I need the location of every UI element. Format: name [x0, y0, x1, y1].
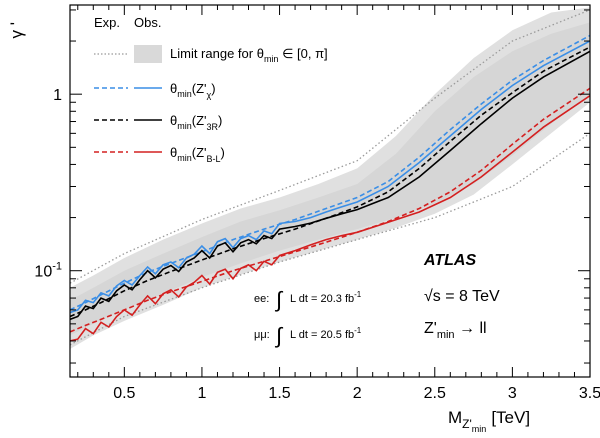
- legend-label-part: B-L: [207, 154, 221, 164]
- legend-label-part: (Z': [192, 81, 207, 96]
- legend-label-part: ): [211, 81, 215, 96]
- legend-label-part: (Z': [192, 145, 207, 160]
- legend: Exp. Obs. Limit range for θmin ∈ [0, π] …: [94, 15, 328, 164]
- legend-label-part: min: [177, 153, 192, 163]
- series-line-5: [70, 95, 590, 342]
- legend-label-part: χ: [207, 90, 212, 100]
- y-axis-ticks: 10-11: [34, 9, 590, 364]
- legend-label-2: θmin(Z'B-L): [170, 145, 225, 164]
- energy-label: √s = 8 TeV: [424, 288, 500, 305]
- legend-band-sub: min: [264, 54, 279, 64]
- legend-entries: θmin(Z'χ)θmin(Z'3R)θmin(Z'B-L): [94, 81, 225, 164]
- plot-frame: [69, 4, 591, 378]
- legend-label-part: ): [218, 113, 222, 128]
- legend-label-part: min: [177, 89, 192, 99]
- x-tick-label: 1.5: [268, 385, 290, 402]
- legend-label-part: θ: [170, 81, 177, 96]
- legend-label-part: ): [221, 145, 225, 160]
- lumi-ee-exp: -1: [354, 290, 362, 299]
- x-tick-label: 1: [197, 385, 206, 402]
- series-line-1: [70, 40, 590, 314]
- x-axis-label: MZ'min [TeV]: [448, 408, 530, 434]
- limit-range-low-line: [70, 132, 590, 346]
- x-axis-label-main: M: [448, 408, 462, 427]
- legend-band-prefix: Limit range for θ: [170, 46, 264, 61]
- integral-sign-ee: ∫: [274, 287, 284, 312]
- x-tick-label: 0.5: [113, 385, 135, 402]
- process-sub: min: [437, 329, 455, 341]
- series-line-2: [70, 46, 590, 318]
- y-tick-label-base: 1: [53, 87, 62, 104]
- atlas-label: ATLAS: [423, 252, 476, 269]
- legend-header-exp: Exp.: [94, 15, 120, 30]
- limit-curves: [70, 34, 590, 342]
- legend-label-0: θmin(Z'χ): [170, 81, 216, 100]
- legend-band-suffix: ∈ [0, π]: [278, 46, 327, 61]
- y-axis-label: γ ': [7, 22, 26, 38]
- lumi-mm-label: L dt = 20.5 fb-1: [290, 326, 362, 341]
- annotations: ATLAS √s = 8 TeV Z'min → ll ee: ∫ L dt =…: [254, 252, 500, 348]
- legend-header-obs: Obs.: [134, 15, 161, 30]
- x-axis-ticks: 0.5 1 1.5 2 2.5 3 3.5: [77, 5, 600, 402]
- lumi-mm-prefix: μμ:: [254, 329, 270, 341]
- lumi-ee-text: L dt = 20.3 fb: [290, 293, 354, 305]
- process-tail: → ll: [455, 320, 487, 337]
- legend-label-part: min: [177, 121, 192, 131]
- x-axis-label-subsub: min: [472, 424, 487, 434]
- x-axis-label-sub: Z': [462, 417, 472, 431]
- process-main: Z': [424, 320, 437, 337]
- x-tick-label: 3: [508, 385, 517, 402]
- lumi-mm-exp: -1: [354, 326, 362, 335]
- x-tick-label: 3.5: [579, 385, 600, 402]
- legend-limit-range-obs-box: [134, 45, 162, 63]
- legend-label-part: (Z': [192, 113, 207, 128]
- y-tick-label: 1: [53, 87, 62, 104]
- integral-sign-mm: ∫: [274, 323, 284, 348]
- x-tick-label: 2: [353, 385, 362, 402]
- expected-limit-band: [70, 22, 590, 336]
- process-label: Z'min → ll: [424, 320, 487, 341]
- y-tick-label-exp: -1: [52, 261, 62, 273]
- limit-range-bands: [70, 7, 590, 350]
- lumi-ee-label: L dt = 20.3 fb-1: [290, 290, 362, 305]
- legend-label-1: θmin(Z'3R): [170, 113, 222, 132]
- lumi-mm-text: L dt = 20.5 fb: [290, 329, 354, 341]
- limit-range-high-line: [70, 9, 590, 284]
- legend-label-part: θ: [170, 145, 177, 160]
- y-tick-label-base: 10: [34, 264, 52, 281]
- legend-band-label: Limit range for θmin ∈ [0, π]: [170, 46, 328, 64]
- series-line-3: [70, 50, 590, 321]
- x-axis-label-unit: [TeV]: [491, 408, 530, 427]
- legend-label-part: 3R: [207, 122, 219, 132]
- legend-label-part: θ: [170, 113, 177, 128]
- series-line-0: [70, 34, 590, 311]
- x-tick-label: 2.5: [424, 385, 446, 402]
- y-tick-label: 10-1: [34, 261, 62, 281]
- lumi-ee-prefix: ee:: [254, 293, 269, 305]
